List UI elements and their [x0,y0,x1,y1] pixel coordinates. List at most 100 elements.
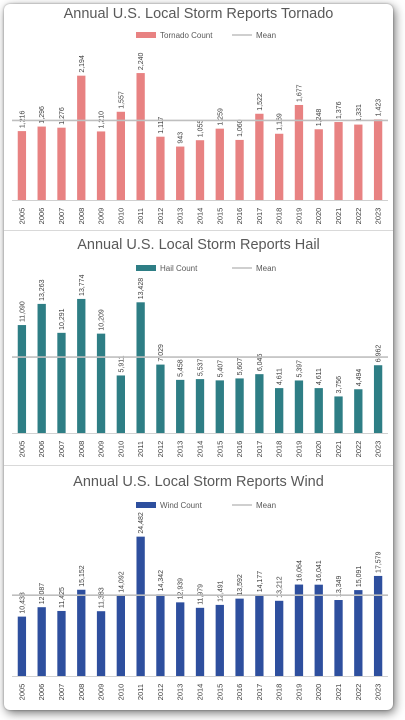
tornado-data-label: 943 [178,132,185,144]
hail-data-label: 10,209 [99,309,106,331]
hail-chart: Annual U.S. Local Storm Reports Hail Hail… [12,237,388,458]
hail-bar-2017 [255,374,264,433]
hail-x-tick-label: 2008 [77,441,86,458]
wind-x-tick-label: 2018 [275,684,284,701]
tornado-legend-swatch [136,32,156,38]
tornado-x-tick-label: 2010 [116,208,125,225]
wind-x-tick-label: 2019 [294,684,303,701]
hail-data-label: 3,756 [336,376,343,394]
tornado-chart-panel: Annual U.S. Local Storm Reports Tornado T… [4,4,393,230]
wind-bar-2005 [17,616,27,676]
wind-data-label: 13,212 [277,576,284,598]
hail-data-label: 11,090 [19,301,26,322]
wind-x-tick-label: 2010 [116,684,125,701]
wind-bar-2019 [294,584,304,676]
tornado-bar-2008 [77,75,86,200]
wind-x-tick-label: 2005 [17,684,26,701]
wind-x-tick-label: 2007 [57,684,66,701]
hail-data-label: 6,045 [257,354,264,372]
tornado-x-tick-label: 2021 [334,208,343,225]
wind-x-tick-label: 2011 [136,684,145,700]
wind-legend-mean-label: Mean [256,501,276,510]
hail-legend-series-label: Hail Count [160,264,198,273]
hail-legend: Hail Count Mean [136,264,276,273]
hail-bar-2013 [176,379,185,433]
tornado-bar-2013 [176,146,185,200]
hail-x-tick-label: 2020 [314,441,323,458]
hail-x-tick-label: 2023 [374,441,383,458]
wind-bar-2017 [255,595,264,676]
wind-bar-2008 [77,589,86,676]
wind-legend-swatch [136,502,156,508]
tornado-bar-2023 [373,119,383,200]
hail-bar-2011 [136,302,145,433]
tornado-data-label: 1,259 [217,108,224,126]
wind-bar-2018 [275,600,284,676]
wind-bar-2021 [334,600,343,676]
hail-x-tick-label: 2006 [37,441,46,458]
wind-x-tick-label: 2012 [156,684,165,701]
wind-data-label: 15,152 [79,565,86,587]
hail-data-label: 4,494 [356,369,363,387]
tornado-bar-2006 [37,126,46,200]
wind-data-label: 13,592 [237,574,244,596]
tornado-data-label: 2,194 [79,55,86,73]
wind-bar-2007 [57,610,66,676]
wind-data-label: 11,383 [99,587,106,608]
hail-bar-2014 [195,379,205,433]
hail-x-tick-label: 2005 [17,441,26,458]
tornado-bar-2014 [195,140,205,200]
hail-bar-2005 [17,325,27,433]
hail-bar-2020 [314,388,323,433]
hail-x-tick-label: 2014 [196,441,205,458]
wind-data-label: 13,349 [336,575,343,597]
tornado-data-label: 1,117 [158,117,165,134]
tornado-x-tick-label: 2016 [235,208,244,225]
hail-data-label: 5,458 [178,359,185,377]
wind-x-tick-label: 2008 [77,684,86,701]
hail-chart-title: Annual U.S. Local Storm Reports Hail [77,237,320,253]
hail-bar-2019 [294,380,304,433]
tornado-chart: Annual U.S. Local Storm Reports Tornado T… [12,6,388,225]
wind-x-tick-label: 2009 [97,684,106,701]
wind-data-label: 15,091 [356,566,363,588]
tornado-data-label: 1,376 [336,101,343,119]
wind-data-label: 14,092 [118,571,125,593]
tornado-x-tick-label: 2005 [17,208,26,225]
wind-x-tick-label: 2022 [354,684,363,701]
hail-bar-2006 [37,303,46,433]
wind-bar-2023 [373,575,383,676]
tornado-bar-2007 [57,127,66,200]
wind-x-tick-label: 2006 [37,684,46,701]
hail-data-label: 13,263 [39,279,46,301]
wind-legend-series-label: Wind Count [160,501,203,510]
wind-data-label: 16,041 [316,560,323,582]
hail-bar-2015 [215,380,224,433]
tornado-bar-2015 [215,128,224,200]
hail-x-tick-label: 2015 [215,441,224,458]
wind-x-tick-label: 2014 [196,684,205,701]
tornado-x-tick-label: 2014 [196,208,205,225]
wind-bar-2012 [156,594,165,676]
tornado-data-label: 1,060 [237,119,244,137]
hail-data-label: 13,774 [79,274,86,296]
tornado-bar-2005 [17,131,27,200]
wind-x-tick-label: 2020 [314,684,323,701]
wind-bar-2014 [195,607,205,676]
tornado-x-tick-label: 2012 [156,208,165,225]
tornado-data-label: 1,296 [39,106,46,124]
hail-data-label: 13,428 [138,278,145,300]
hail-x-tick-label: 2016 [235,441,244,458]
hail-data-label: 6,962 [376,345,383,363]
wind-data-label: 12,087 [39,583,46,605]
hail-bar-2009 [96,333,106,433]
tornado-data-label: 1,522 [257,93,264,111]
hail-data-label: 4,611 [277,368,284,385]
wind-bar-2010 [116,595,125,676]
hail-bar-2010 [116,375,125,433]
tornado-bar-2018 [275,133,284,200]
wind-bar-2020 [314,584,323,676]
tornado-x-tick-label: 2023 [374,208,383,225]
wind-data-label: 11,425 [59,587,66,608]
tornado-data-label: 1,210 [99,111,106,129]
